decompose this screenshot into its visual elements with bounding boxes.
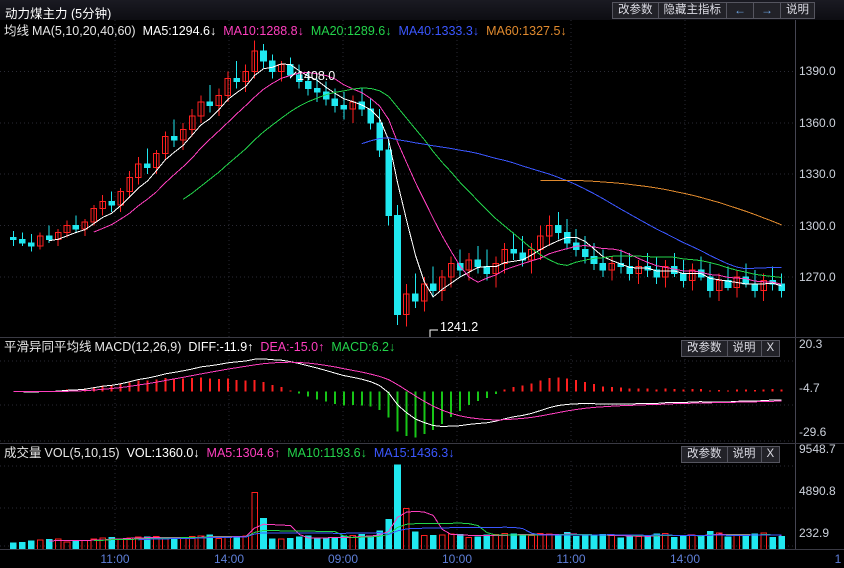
volume-legend-params: VOL(5,10,15) (44, 446, 120, 460)
next-button[interactable]: → (753, 2, 780, 19)
high-price-annotation: 1408.0 (297, 69, 336, 83)
vol-legend-item-2: MA10:1193.6↓ (287, 446, 367, 460)
instrument-title: 动力煤主力 (5分钟) (5, 7, 112, 21)
volume-tick-1: 4890.8 (799, 484, 836, 498)
volume-tick-2: 232.9 (799, 526, 830, 540)
title-bar: 动力煤主力 (5分钟) 改参数 隐藏主指标 ← → 说明 (0, 0, 844, 21)
volume-legend-name: 成交量 (4, 446, 42, 460)
macd-legend: 平滑异同平均线 MACD(12,26,9) DIFF:-11.9↑ DEA:-15.0… (4, 340, 401, 354)
time-tick-2: 09:00 (327, 552, 359, 566)
vol-legend-item-1: MA5:1304.6↑ (206, 446, 281, 460)
macd-panel: 平滑异同平均线 MACD(12,26,9) DIFF:-11.9↑ DEA:-15.0… (0, 337, 844, 443)
vol-legend-item-0: VOL:1360.0↓ (126, 446, 200, 460)
vol-legend-item-3: MA15:1436.3↓ (373, 446, 455, 460)
time-axis: 11:00 14:00 09:00 10:00 11:00 14:00 1 (0, 549, 844, 568)
macd-toolbar: 改参数 说明 X (681, 340, 781, 357)
price-legend-params: MA(5,10,20,40,60) (32, 24, 136, 38)
macd-legend-item-0: DIFF:-11.9↑ (188, 340, 254, 354)
price-tick-3: 1300.0 (799, 218, 836, 233)
volume-plot[interactable] (0, 461, 795, 550)
help-button[interactable]: 说明 (780, 2, 815, 19)
ma-legend-item-4: MA60:1327.5↓ (486, 24, 567, 38)
price-tick-2: 1330.0 (799, 167, 836, 182)
volume-axis: 9548.7 4890.8 232.9 (796, 442, 844, 550)
price-panel: 均线 MA(5,10,20,40,60) MA5:1294.6↓ MA10:1288.… (0, 20, 844, 337)
macd-tick-0: 20.3 (799, 337, 823, 351)
volume-legend: 成交量 VOL(5,10,15) VOL:1360.0↓ MA5:1304.6↑ MA1… (4, 446, 461, 460)
price-plot[interactable] (0, 20, 795, 337)
price-legend: 均线 MA(5,10,20,40,60) MA5:1294.6↓ MA10:1288.… (4, 24, 573, 38)
time-tick-4: 11:00 (556, 552, 586, 566)
macd-axis-separator (795, 338, 796, 443)
low-price-annotation: 1241.2 (440, 320, 479, 334)
macd-legend-item-1: DEA:-15.0↑ (260, 340, 325, 354)
prev-button[interactable]: ← (726, 2, 753, 19)
macd-plot[interactable] (0, 355, 795, 443)
macd-help-button[interactable]: 说明 (726, 340, 761, 357)
vol-change-params-button[interactable]: 改参数 (681, 446, 727, 463)
time-tick-3: 10:00 (441, 552, 473, 566)
price-axis-separator (795, 20, 796, 337)
macd-tick-2: -29.6 (799, 425, 827, 439)
panel-divider-1 (0, 337, 844, 338)
main-toolbar: 改参数 隐藏主指标 ← → 说明 (612, 2, 815, 19)
panel-divider-2 (0, 443, 844, 444)
macd-legend-params: MACD(12,26,9) (94, 340, 182, 354)
volume-toolbar: 改参数 说明 X (681, 446, 781, 463)
ma-legend-item-2: MA20:1289.6↓ (310, 24, 392, 38)
price-legend-name: 均线 (4, 24, 30, 38)
time-tick-5: 14:00 (669, 552, 701, 566)
macd-legend-name: 平滑异同平均线 (4, 340, 92, 354)
price-tick-4: 1270.0 (799, 270, 836, 285)
price-tick-0: 1390.0 (799, 64, 836, 79)
time-tick-1: 14:00 (213, 552, 245, 566)
price-tick-1: 1360.0 (799, 115, 836, 130)
ma-legend-item-3: MA40:1333.3↓ (398, 24, 480, 38)
time-tick-6: 1 (834, 552, 842, 566)
time-tick-0: 11:00 (100, 552, 130, 566)
macd-tick-1: -4.7 (799, 381, 820, 395)
vol-close-button[interactable]: X (760, 446, 781, 463)
hide-main-indicator-button[interactable]: 隐藏主指标 (657, 2, 726, 19)
ma-legend-item-1: MA10:1288.8↓ (223, 24, 304, 38)
change-params-button[interactable]: 改参数 (612, 2, 658, 19)
macd-close-button[interactable]: X (760, 340, 781, 357)
volume-tick-0: 9548.7 (799, 442, 836, 456)
volume-panel: 成交量 VOL(5,10,15) VOL:1360.0↓ MA5:1304.6↑ MA1… (0, 442, 844, 550)
volume-axis-separator (795, 444, 796, 550)
macd-legend-item-2: MACD:6.2↓ (331, 340, 396, 354)
ma-legend-item-0: MA5:1294.6↓ (142, 24, 217, 38)
macd-axis: 20.3 -4.7 -29.6 (796, 337, 844, 443)
vol-help-button[interactable]: 说明 (726, 446, 761, 463)
price-axis: 1390.0 1360.0 1330.0 1300.0 1270.0 (796, 20, 844, 337)
macd-change-params-button[interactable]: 改参数 (681, 340, 727, 357)
